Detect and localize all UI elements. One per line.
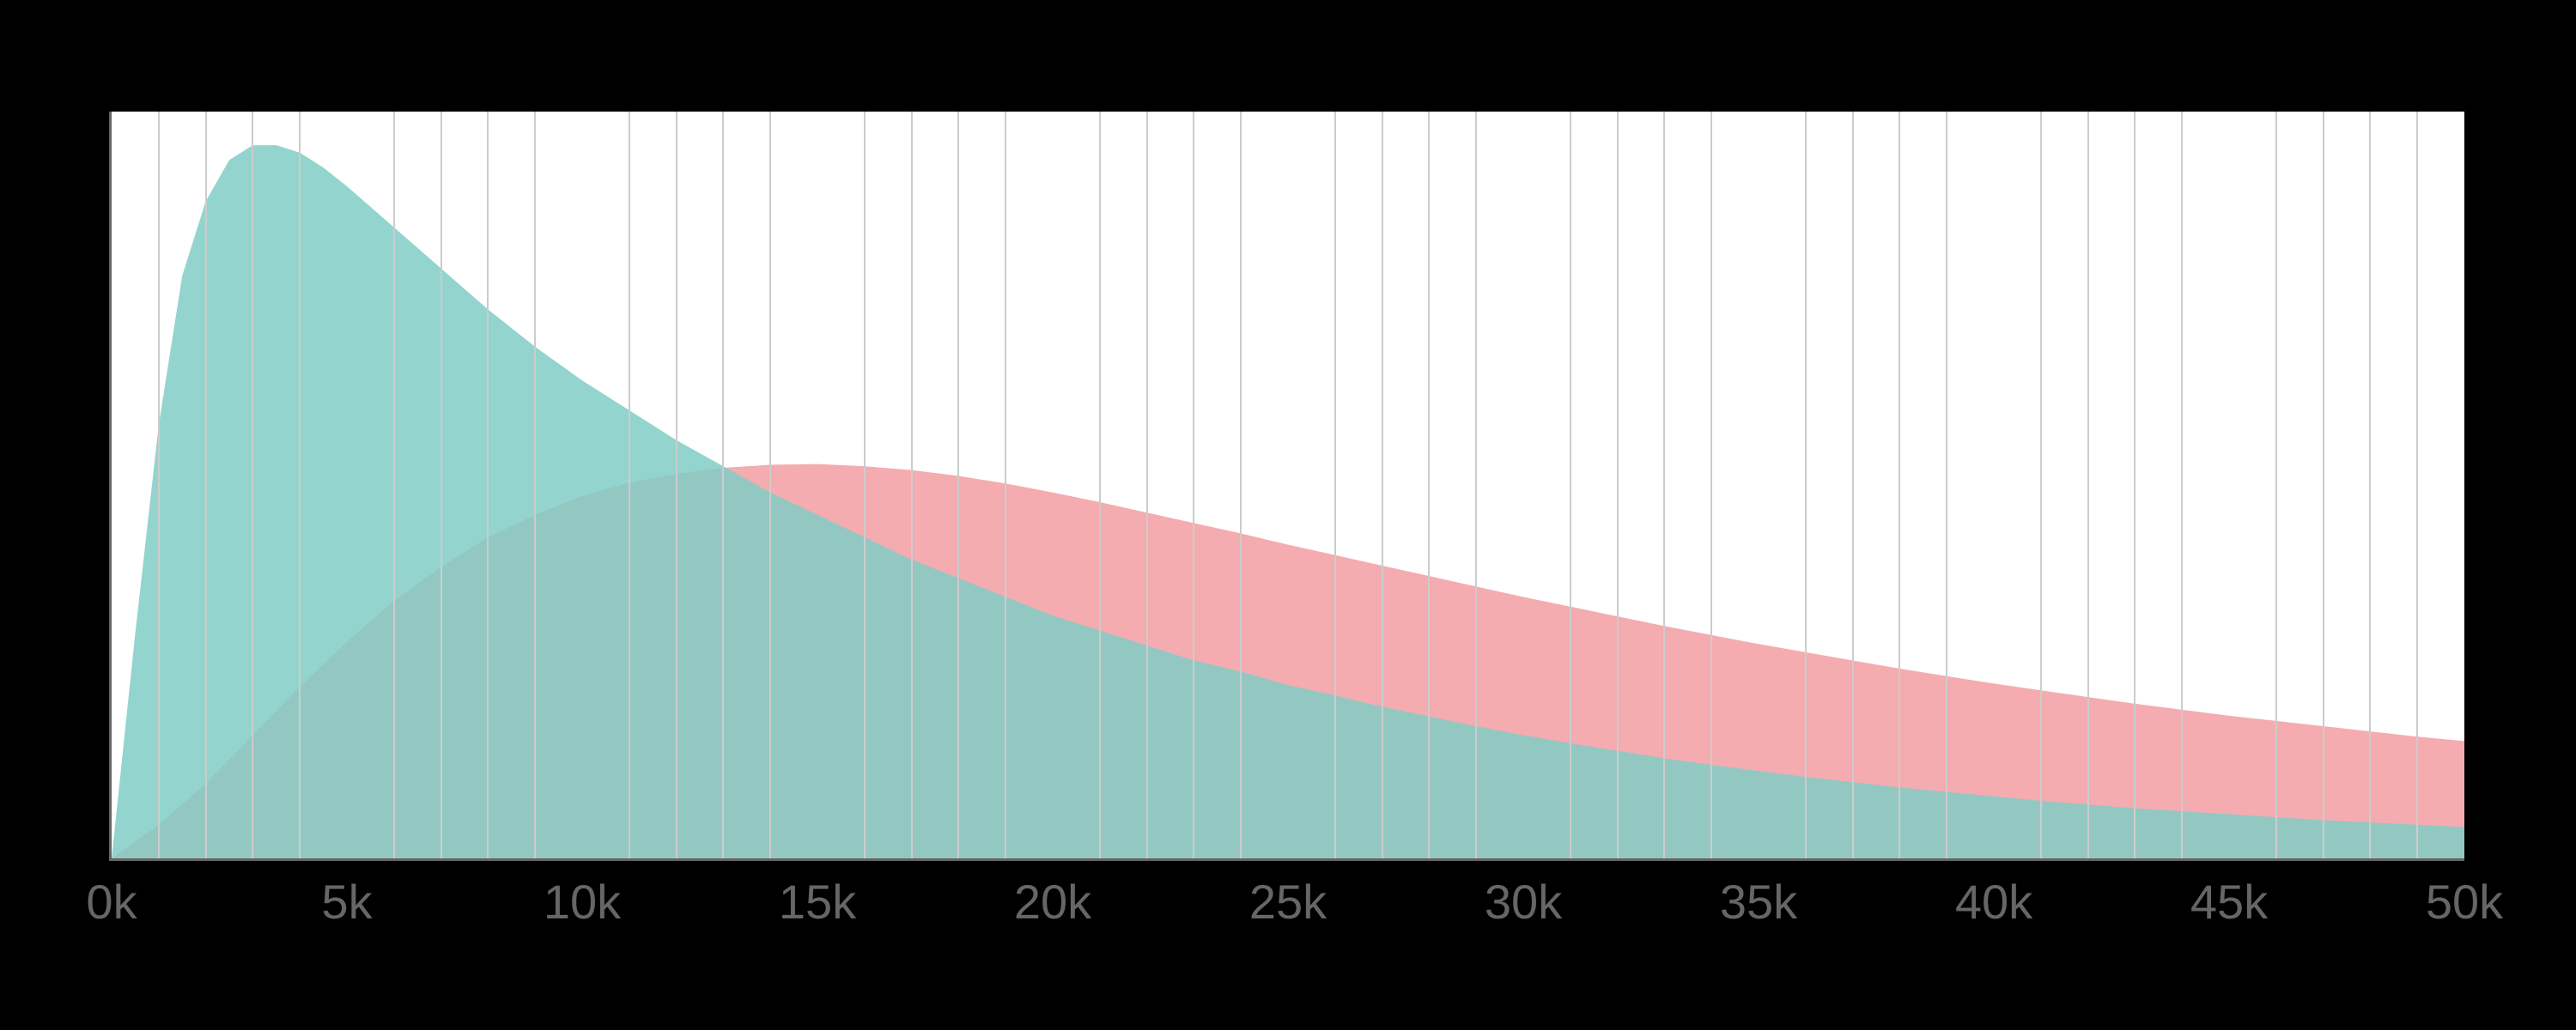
x-minor-gridline bbox=[722, 112, 724, 858]
x-minor-gridline bbox=[2416, 112, 2418, 858]
x-minor-gridline bbox=[2134, 112, 2136, 858]
x-tick-label: 20k bbox=[1014, 874, 1091, 930]
x-tick-label: 45k bbox=[2190, 874, 2268, 930]
x-minor-gridline bbox=[1146, 112, 1148, 858]
x-minor-gridline bbox=[769, 112, 771, 858]
x-minor-gridline bbox=[1193, 112, 1194, 858]
x-tick-label: 0k bbox=[86, 874, 137, 930]
x-minor-gridline bbox=[1005, 112, 1006, 858]
x-minor-gridline bbox=[1852, 112, 1854, 858]
x-minor-gridline bbox=[487, 112, 489, 858]
x-tick-label: 15k bbox=[779, 874, 856, 930]
chart-area-layers bbox=[112, 112, 2464, 858]
x-minor-gridline bbox=[2369, 112, 2371, 858]
x-minor-gridline bbox=[1382, 112, 1383, 858]
x-tick-label: 40k bbox=[1955, 874, 2032, 930]
x-minor-gridline bbox=[864, 112, 866, 858]
x-minor-gridline bbox=[252, 112, 253, 858]
x-tick-label: 10k bbox=[544, 874, 621, 930]
x-minor-gridline bbox=[205, 112, 207, 858]
x-minor-gridline bbox=[1334, 112, 1336, 858]
x-minor-gridline bbox=[2181, 112, 2183, 858]
x-tick-label: 5k bbox=[321, 874, 372, 930]
x-minor-gridline bbox=[2087, 112, 2089, 858]
x-tick-label: 50k bbox=[2426, 874, 2503, 930]
x-axis-line bbox=[112, 858, 2464, 861]
x-minor-gridline bbox=[957, 112, 959, 858]
x-minor-gridline bbox=[393, 112, 395, 858]
x-tick-label: 35k bbox=[1720, 874, 1797, 930]
x-minor-gridline bbox=[2275, 112, 2277, 858]
x-minor-gridline bbox=[1617, 112, 1619, 858]
x-minor-gridline bbox=[534, 112, 536, 858]
x-minor-gridline bbox=[1710, 112, 1712, 858]
chart-plot-area bbox=[112, 112, 2464, 858]
x-minor-gridline bbox=[299, 112, 301, 858]
x-minor-gridline bbox=[440, 112, 442, 858]
x-minor-gridline bbox=[1946, 112, 1947, 858]
x-tick-label: 25k bbox=[1249, 874, 1327, 930]
x-minor-gridline bbox=[676, 112, 677, 858]
x-minor-gridline bbox=[1475, 112, 1477, 858]
x-minor-gridline bbox=[1099, 112, 1101, 858]
x-minor-gridline bbox=[158, 112, 160, 858]
x-minor-gridline bbox=[2040, 112, 2042, 858]
x-minor-gridline bbox=[629, 112, 630, 858]
x-tick-label: 30k bbox=[1485, 874, 1562, 930]
x-minor-gridline bbox=[1805, 112, 1807, 858]
x-minor-gridline bbox=[1570, 112, 1571, 858]
x-minor-gridline bbox=[1663, 112, 1665, 858]
x-minor-gridline bbox=[2323, 112, 2324, 858]
x-minor-gridline bbox=[1240, 112, 1242, 858]
x-minor-gridline bbox=[911, 112, 913, 858]
y-axis-line bbox=[109, 112, 112, 861]
x-minor-gridline bbox=[1428, 112, 1430, 858]
x-minor-gridline bbox=[1899, 112, 1900, 858]
